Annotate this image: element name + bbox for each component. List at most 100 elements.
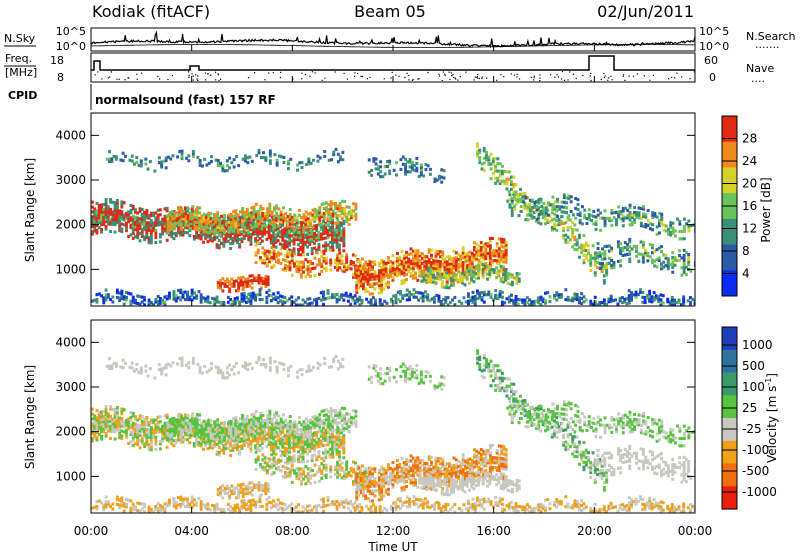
- velocity-cell: [224, 444, 228, 448]
- power-cell: [342, 269, 346, 273]
- power-cell: [156, 295, 160, 299]
- power-cell: [602, 274, 606, 278]
- power-cell: [251, 220, 255, 224]
- power-cell: [448, 270, 451, 274]
- power-cell: [340, 221, 343, 225]
- power-cell: [331, 212, 335, 216]
- power-cell: [671, 221, 675, 225]
- power-cell: [391, 266, 395, 270]
- velocity-cell: [231, 446, 235, 450]
- power-cell: [593, 261, 597, 265]
- power-cell: [497, 237, 501, 241]
- nave-dot: [452, 76, 455, 79]
- power-cell: [342, 239, 346, 243]
- power-cell: [181, 223, 185, 227]
- power-cell: [213, 225, 217, 229]
- power-cell: [147, 214, 151, 218]
- power-cell: [602, 279, 606, 283]
- velocity-cell: [306, 447, 310, 451]
- power-cell: [261, 224, 265, 228]
- power-cell: [245, 221, 248, 225]
- velocity-cell: [256, 441, 260, 445]
- velocity-cell: [163, 426, 167, 430]
- power-cell: [250, 281, 254, 285]
- power-cell: [286, 250, 290, 254]
- velocity-cell: [183, 430, 187, 434]
- power-cell: [260, 232, 264, 236]
- power-cell: [396, 256, 399, 260]
- power-cell: [523, 206, 527, 210]
- power-cell: [495, 261, 499, 265]
- power-cell: [91, 200, 94, 204]
- nave-dot: [590, 80, 592, 82]
- power-cell: [571, 213, 575, 217]
- velocity-cell: [247, 433, 251, 437]
- power-cell: [185, 156, 188, 160]
- power-cell: [272, 244, 276, 248]
- power-cell: [461, 246, 465, 250]
- power-cell: [491, 251, 494, 255]
- velocity-cell: [97, 428, 101, 432]
- power-cell: [374, 303, 377, 306]
- power-cell: [306, 230, 310, 234]
- power-cell: [478, 293, 482, 297]
- power-cell: [248, 211, 251, 215]
- power-cell: [115, 216, 119, 220]
- power-cell: [260, 298, 264, 302]
- power-cell: [239, 276, 243, 280]
- power-cell: [143, 295, 146, 299]
- power-cell: [635, 216, 639, 220]
- velocity-cell: [181, 440, 185, 444]
- power-cell: [449, 283, 453, 287]
- velocity-cell: [192, 444, 196, 448]
- velocity-cell: [183, 433, 187, 437]
- nave-dot: [187, 71, 190, 73]
- power-cell: [245, 216, 248, 220]
- power-cell: [277, 214, 281, 218]
- power-cell: [573, 235, 577, 239]
- power-cell: [382, 277, 386, 281]
- velocity-cell: [272, 441, 276, 445]
- power-cell: [691, 297, 695, 301]
- power-cell: [257, 278, 261, 282]
- power-cell: [268, 257, 272, 261]
- power-cell: [501, 169, 504, 173]
- power-cell: [573, 223, 577, 227]
- power-cell: [320, 264, 324, 268]
- velocity-cell: [125, 418, 128, 422]
- power-cell: [449, 273, 453, 277]
- power-cell: [268, 161, 272, 165]
- power-cell: [493, 251, 497, 255]
- velocity-cell: [251, 439, 255, 443]
- power-cell: [170, 230, 174, 234]
- power-cell: [619, 252, 623, 256]
- power-cell: [244, 282, 247, 286]
- power-cell: [513, 276, 517, 280]
- power-cell: [165, 297, 169, 301]
- power-cell: [434, 269, 438, 273]
- power-cell: [488, 275, 492, 279]
- power-cell: [340, 216, 344, 220]
- power-cell: [140, 230, 144, 234]
- power-cell: [331, 218, 334, 222]
- nave-dot: [188, 76, 190, 78]
- velocity-cell: [134, 415, 137, 419]
- velocity-cell: [138, 426, 142, 430]
- power-cell: [245, 210, 249, 214]
- power-cell: [368, 263, 372, 267]
- power-cell: [173, 212, 177, 216]
- power-cell: [242, 296, 246, 300]
- velocity-cell: [104, 417, 108, 421]
- power-cell: [302, 213, 306, 217]
- power-cell: [152, 303, 156, 306]
- power-cell: [125, 290, 128, 294]
- velocity-cell: [154, 428, 158, 432]
- power-cell: [504, 278, 508, 282]
- power-cell: [432, 268, 436, 272]
- power-cell: [628, 206, 632, 210]
- velocity-cell: [188, 441, 192, 445]
- power-cell: [405, 278, 408, 282]
- power-cell: [166, 224, 170, 228]
- power-cell: [306, 233, 310, 237]
- power-cell: [140, 227, 144, 231]
